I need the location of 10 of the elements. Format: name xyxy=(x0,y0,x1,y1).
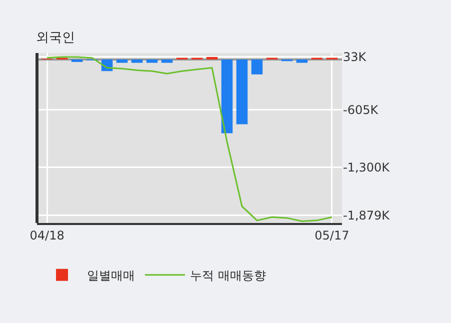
y-tick-label: 33K xyxy=(343,50,368,64)
x-tick-label: 04/18 xyxy=(30,228,64,242)
chart-title: 외국인 xyxy=(36,30,76,46)
y-tick-label: -605K xyxy=(343,102,380,117)
y-tick-label: -1,879K xyxy=(343,208,391,223)
line-series xyxy=(46,56,333,222)
legend-label: 누적 매매동향 xyxy=(190,268,266,283)
legend-label: 일별매매 xyxy=(87,268,135,283)
y-tick-label: -1,300K xyxy=(343,160,391,175)
x-tick-label: 05/17 xyxy=(314,228,350,242)
